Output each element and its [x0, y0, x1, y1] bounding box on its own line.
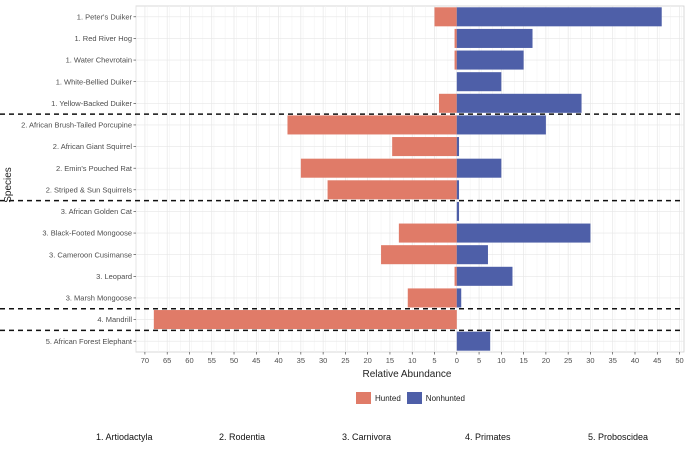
legend-item-nonhunted: Nonhunted [406, 392, 465, 404]
y-tick-labels: 1. Peter's Duiker 1. Red River Hog 1. Wate… [21, 12, 136, 346]
y-tick-label-10: 3. Black-Footed Mongoose [42, 229, 132, 238]
x-tick-label-21: 35 [609, 356, 617, 365]
x-tick-label-3: 55 [208, 356, 216, 365]
bar-hunted-1 [454, 28, 457, 48]
order-label-2: 2. Rodentia [219, 432, 266, 442]
y-tick-label-13: 3. Marsh Mongoose [66, 294, 132, 303]
x-tick-label-15: 5 [477, 356, 481, 365]
bar-nonhunted-12 [456, 266, 513, 286]
y-tick-label-14: 4. Mandrill [97, 315, 132, 324]
bar-hunted-10 [398, 223, 457, 243]
x-tick-label-18: 20 [542, 356, 550, 365]
x-tick-label-17: 15 [519, 356, 527, 365]
bars [153, 7, 662, 351]
order-label-4: 4. Primates [465, 432, 511, 442]
bar-nonhunted-3 [456, 72, 502, 92]
x-tick-label-14: 0 [455, 356, 459, 365]
y-tick-label-12: 3. Leopard [96, 272, 132, 281]
y-tick-label-4: 1. Yellow-Backed Duiker [51, 99, 132, 108]
bar-nonhunted-2 [456, 50, 524, 70]
legend: Hunted Nonhunted [356, 392, 467, 404]
x-tick-label-20: 30 [586, 356, 594, 365]
x-axis-title: Relative Abundance [363, 369, 452, 380]
x-tick-label-19: 25 [564, 356, 572, 365]
x-tick-label-24: 50 [675, 356, 683, 365]
bar-hunted-8 [327, 180, 457, 200]
bar-nonhunted-9 [456, 201, 460, 221]
bar-hunted-13 [407, 288, 457, 308]
bar-hunted-2 [454, 50, 457, 70]
bar-nonhunted-0 [456, 7, 662, 27]
legend-item-hunted: Hunted [356, 392, 401, 404]
bar-hunted-6 [392, 137, 457, 157]
bar-nonhunted-8 [456, 180, 460, 200]
x-tick-label-5: 45 [252, 356, 260, 365]
bar-hunted-5 [287, 115, 457, 135]
x-tick-label-7: 35 [297, 356, 305, 365]
legend-swatch-nonhunted [406, 392, 422, 404]
bar-nonhunted-15 [456, 331, 491, 351]
y-tick-label-11: 3. Cameroon Cusimanse [49, 250, 132, 259]
x-tick-label-1: 65 [163, 356, 171, 365]
y-tick-label-1: 1. Red River Hog [74, 34, 132, 43]
bar-nonhunted-7 [456, 158, 502, 178]
bar-nonhunted-10 [456, 223, 591, 243]
x-tick-label-9: 25 [341, 356, 349, 365]
legend-label-hunted: Hunted [375, 393, 401, 403]
x-tick-label-23: 45 [653, 356, 661, 365]
bar-nonhunted-11 [456, 245, 488, 265]
y-tick-label-0: 1. Peter's Duiker [77, 12, 133, 21]
x-tick-label-22: 40 [631, 356, 639, 365]
y-tick-label-9: 3. African Golden Cat [61, 207, 133, 216]
bar-nonhunted-1 [456, 28, 533, 48]
legend-label-nonhunted: Nonhunted [425, 393, 465, 403]
x-tick-label-8: 30 [319, 356, 327, 365]
bar-nonhunted-6 [456, 137, 460, 157]
x-tick-label-4: 50 [230, 356, 238, 365]
bar-hunted-14 [153, 310, 457, 330]
x-tick-labels: 70 65 60 55 50 45 40 35 30 25 20 15 10 5 0 5 10 15 20 25 30 3… [141, 352, 684, 365]
x-tick-label-0: 70 [141, 356, 149, 365]
order-label-5: 5. Proboscidea [588, 432, 649, 442]
order-label-1: 1. Artiodactyla [96, 432, 153, 442]
y-axis-title: Species [3, 167, 14, 203]
y-tick-label-7: 2. Emin's Pouched Rat [56, 164, 133, 173]
x-tick-label-11: 15 [386, 356, 394, 365]
order-label-3: 3. Carnivora [342, 432, 392, 442]
x-tick-label-2: 60 [185, 356, 193, 365]
y-tick-label-6: 2. African Giant Squirrel [53, 142, 133, 151]
bar-nonhunted-13 [456, 288, 462, 308]
bar-hunted-0 [434, 7, 457, 27]
group-separators [0, 113, 684, 332]
y-tick-label-2: 1. Water Chevrotain [66, 56, 132, 65]
legend-swatch-hunted [356, 392, 371, 404]
x-tick-label-6: 40 [274, 356, 282, 365]
bar-nonhunted-4 [456, 93, 582, 113]
y-tick-label-5: 2. African Brush-Tailed Porcupine [21, 121, 132, 130]
bar-hunted-12 [454, 266, 457, 286]
bar-hunted-7 [300, 158, 457, 178]
x-tick-label-10: 20 [364, 356, 372, 365]
bar-nonhunted-5 [456, 115, 546, 135]
x-tick-label-13: 5 [432, 356, 436, 365]
x-tick-label-16: 10 [497, 356, 505, 365]
y-tick-label-15: 5. African Forest Elephant [46, 337, 133, 346]
y-tick-label-8: 2. Striped & Sun Squirrels [46, 185, 133, 194]
bar-hunted-4 [438, 93, 457, 113]
y-tick-label-3: 1. White-Bellied Duiker [56, 77, 133, 86]
x-tick-label-12: 10 [408, 356, 416, 365]
bar-hunted-11 [381, 245, 457, 265]
